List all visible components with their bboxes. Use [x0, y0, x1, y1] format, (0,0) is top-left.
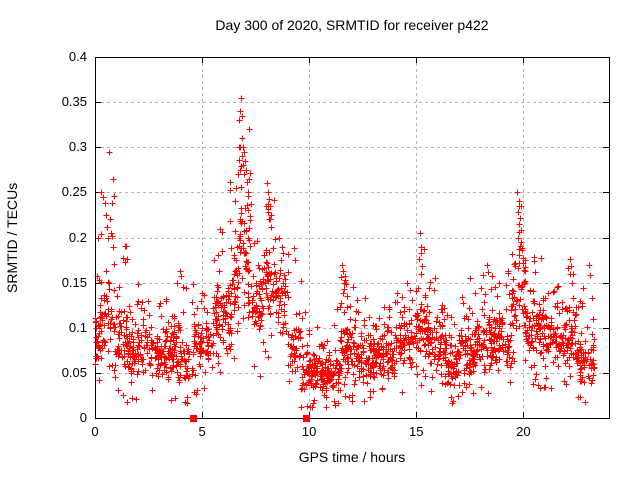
flagged-epoch-marker: [303, 415, 310, 422]
y-tick-label: 0.35: [61, 94, 87, 110]
grid-lines: [95, 57, 609, 418]
y-tick-label: 0.15: [61, 274, 87, 290]
x-tick-label: 5: [198, 424, 206, 439]
y-tick-label: 0.1: [68, 319, 87, 335]
y-tick-label: 0.25: [61, 184, 87, 200]
x-tick-label: 15: [409, 424, 424, 439]
x-axis-label: GPS time / hours: [298, 449, 406, 465]
scatter-points: [92, 95, 598, 411]
chart-title: Day 300 of 2020, SRMTID for receiver p42…: [215, 17, 489, 33]
y-tick-label: 0.05: [61, 364, 87, 380]
y-tick-label: 0.3: [68, 139, 87, 155]
flagged-epoch-marker: [190, 415, 197, 422]
y-tick-label: 0.2: [68, 229, 87, 245]
x-tick-label: 20: [516, 424, 531, 439]
y-tick-label: 0: [79, 410, 87, 425]
y-tick-label: 0.4: [68, 49, 87, 64]
x-tick-label: 0: [91, 424, 99, 439]
x-tick-label: 10: [301, 424, 317, 439]
